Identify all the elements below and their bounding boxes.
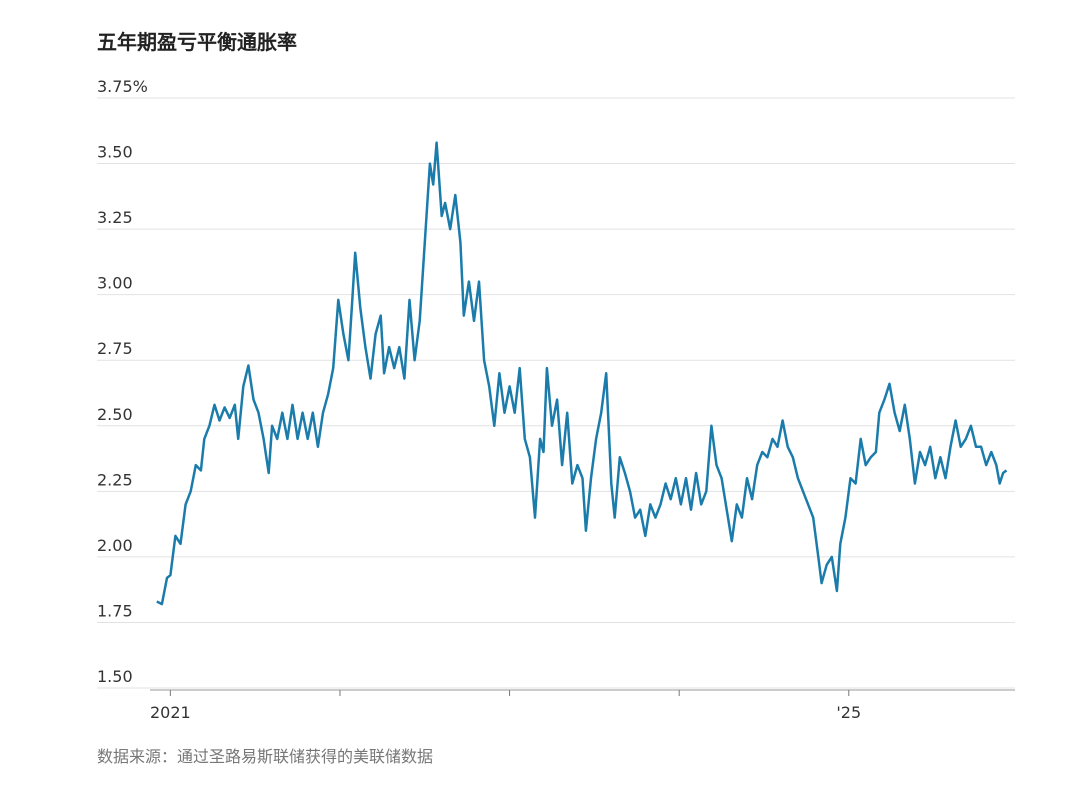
y-tick-label: 2.00	[97, 536, 133, 555]
y-tick-label: 1.75	[97, 601, 133, 620]
source-note: 数据来源：通过圣路易斯联储获得的美联储数据	[97, 747, 433, 766]
data-line	[156, 141, 1008, 606]
y-tick-label: 3.75%	[97, 77, 148, 96]
y-tick-label: 2.50	[97, 405, 133, 424]
chart-title: 五年期盈亏平衡通胀率	[97, 30, 297, 54]
y-tick-label: 3.25	[97, 208, 133, 227]
y-tick-label: 2.25	[97, 470, 133, 489]
x-tick-label: 2021	[150, 703, 191, 722]
y-tick-label: 2.75	[97, 339, 133, 358]
y-tick-label: 1.50	[97, 667, 133, 686]
y-tick-label: 3.00	[97, 274, 133, 293]
x-tick-label: '25	[836, 703, 861, 722]
y-tick-label: 3.50	[97, 143, 133, 162]
